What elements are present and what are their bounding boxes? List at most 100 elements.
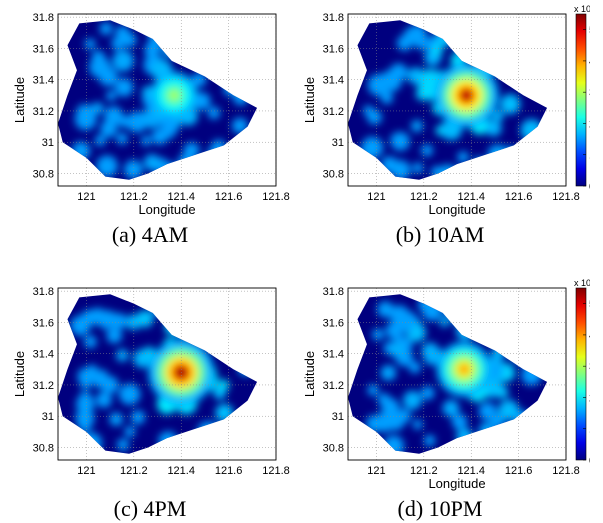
density-blob <box>83 335 97 349</box>
density-blob <box>105 90 117 102</box>
y-tick-label: 31.6 <box>323 43 344 55</box>
density-blob <box>124 426 136 438</box>
x-tick-label: 121.2 <box>120 191 148 203</box>
density-blob <box>95 391 112 408</box>
x-tick-label: 121.2 <box>410 191 438 203</box>
plot-frame <box>347 13 567 187</box>
heatmap-4pm: 121 121.2 121.4 121.6 121.8 30.8 31 31.2 31.4 31.… <box>12 286 290 477</box>
density-blob <box>420 144 433 157</box>
hotspot-ring <box>461 89 472 101</box>
heatmap-panel-4am: 121 121.2 121.4 121.6 121.8 30.8 31 31.2 31.4 31.… <box>10 4 290 249</box>
y-tick-label: 31.8 <box>33 286 54 298</box>
density-blob <box>140 135 152 146</box>
hotspot-ring <box>459 364 469 374</box>
density-blob <box>100 162 111 174</box>
x-tick-label: 121 <box>367 191 385 203</box>
density-blob <box>84 38 96 50</box>
y-tick-label: 31.8 <box>33 12 54 24</box>
y-tick-label: 31.2 <box>323 106 344 118</box>
density-blob <box>77 367 95 386</box>
density-blob <box>114 78 134 97</box>
y-axis-label: Latitude <box>302 77 317 123</box>
colorbar-tick-label: 5 <box>589 25 590 37</box>
density-blob <box>478 402 497 421</box>
density-blob <box>106 327 123 344</box>
colorbar-scale <box>575 13 587 187</box>
y-tick-label: 31.2 <box>33 106 54 118</box>
heatmap-panel-10am: 121 121.2 121.4 121.6 121.8 30.8 31 31.2 31.4 31.… <box>300 4 590 249</box>
y-tick-label: 31.4 <box>33 75 54 87</box>
density-blob <box>415 36 429 50</box>
density-blob <box>207 106 221 120</box>
grid <box>348 14 567 186</box>
colorbar-tick-label: 4 <box>589 56 590 68</box>
density-blob <box>121 32 137 48</box>
y-tick-label: 30.8 <box>33 168 54 180</box>
density-blob <box>100 120 118 138</box>
y-axis-label: Latitude <box>12 351 27 397</box>
y-axis-label: Latitude <box>12 77 27 123</box>
colorbar-tick-label: 3 <box>589 361 590 373</box>
x-tick-label: 121.4 <box>167 465 195 477</box>
y-tick-label: 30.8 <box>323 168 344 180</box>
heatmap-panel-10pm: 121 121.2 121.4 121.6 121.8 30.8 31 31.2 31.4 31.… <box>300 278 590 523</box>
plot-frame <box>57 13 277 187</box>
y-tick-label: 31 <box>332 411 344 423</box>
heatmap-10am: 121 121.2 121.4 121.6 121.830.83131.231.431.… <box>302 4 590 217</box>
density-blob <box>380 91 394 105</box>
density-blob <box>367 109 382 125</box>
x-tick-label: 121.2 <box>410 465 438 477</box>
density-blob <box>389 343 405 358</box>
y-tick-label: 31.6 <box>33 43 54 55</box>
density-blob <box>389 305 410 325</box>
density-blob <box>143 154 161 171</box>
heatmap-panel-4pm: 121 121.2 121.4 121.6 121.8 30.8 31 31.2 31.4 31.… <box>10 278 290 523</box>
density-blob <box>390 132 407 150</box>
colorbar-tick-label: 3 <box>589 87 590 99</box>
x-tick-label: 121.6 <box>215 465 243 477</box>
density-blob <box>431 44 444 56</box>
density-blob <box>498 399 519 421</box>
y-tick-label: 31.6 <box>33 317 54 329</box>
colorbar-tick-label: 4 <box>589 330 590 342</box>
colorbar: 012345x 109 <box>574 278 590 467</box>
density-blob <box>123 159 143 179</box>
density-blob <box>439 316 450 327</box>
density-blob <box>118 115 131 128</box>
x-tick-label: 121.4 <box>167 191 195 203</box>
colorbar-tick-label: 0 <box>589 181 590 193</box>
caption-4pm: (c) 4PM <box>113 496 187 521</box>
density-blob <box>94 135 106 147</box>
colorbar-tick-label: 2 <box>589 118 590 130</box>
density-blob <box>112 49 134 72</box>
colorbar-scale <box>575 287 587 461</box>
density-blob <box>451 414 468 430</box>
density-blob <box>89 56 111 78</box>
density-blob <box>79 391 92 404</box>
x-tick-label: 121.8 <box>262 465 290 477</box>
x-axis-label: Longitude <box>428 476 485 491</box>
y-tick-label: 30.8 <box>323 442 344 454</box>
density-blob <box>377 301 394 318</box>
colorbar-tick-label: 1 <box>589 150 590 162</box>
grid <box>58 288 277 460</box>
colorbar-exponent: x 10 <box>574 4 590 14</box>
y-tick-label: 31.4 <box>33 349 54 361</box>
x-axis-label: Longitude <box>428 202 485 217</box>
plot-frame <box>57 287 277 461</box>
y-tick-label: 31.8 <box>323 12 344 24</box>
density-blob <box>385 321 404 340</box>
density-blob <box>111 37 125 50</box>
density-blob <box>109 412 124 427</box>
density-blob <box>385 411 405 431</box>
colorbar-tick-label: 1 <box>589 424 590 436</box>
x-tick-label: 121 <box>77 465 95 477</box>
y-tick-label: 30.8 <box>33 442 54 454</box>
y-tick-label: 31.2 <box>323 380 344 392</box>
y-tick-label: 31.8 <box>323 286 344 298</box>
density-blob <box>116 132 128 145</box>
plot-frame <box>347 287 567 461</box>
grid <box>348 288 567 460</box>
x-tick-label: 121.4 <box>457 465 485 477</box>
colorbar: 012345x 109 <box>574 4 590 193</box>
